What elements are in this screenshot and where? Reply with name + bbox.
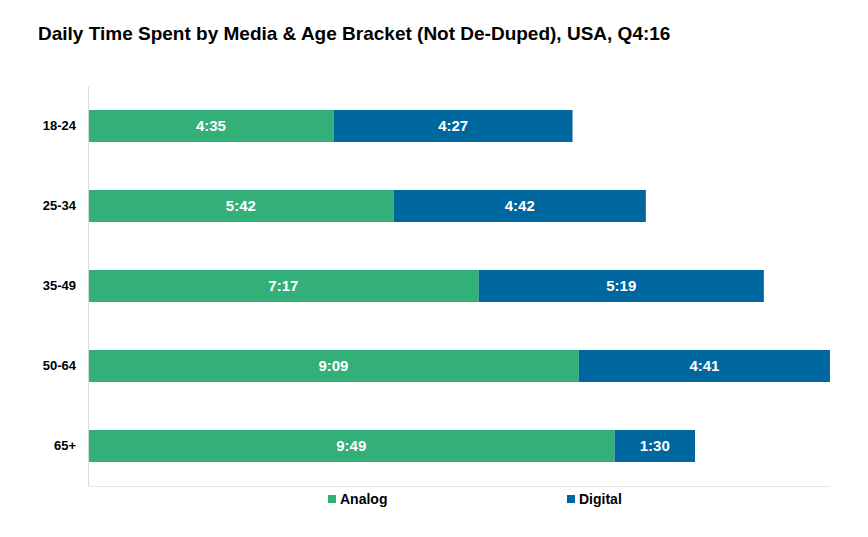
data-labels: 4:35 5:42 7:17 9:09 9:49 4:27 4:42 5:19 4:41 1:30 [196, 117, 720, 454]
bar [479, 270, 764, 302]
data-label: 9:09 [318, 357, 348, 374]
title: Daily Time Spent by Media & Age Bracket … [38, 23, 670, 44]
bars [88, 110, 830, 462]
bar [615, 430, 695, 462]
bar [88, 110, 334, 142]
data-label: 4:35 [196, 117, 226, 134]
y-tick-label: 35-49 [43, 278, 76, 293]
data-label: 4:42 [505, 197, 535, 214]
data-label: 4:27 [438, 117, 468, 134]
bar [88, 350, 579, 382]
legend-label: Analog [340, 491, 387, 507]
bar [334, 110, 573, 142]
legend-label: Digital [579, 491, 622, 507]
bar [88, 190, 394, 222]
data-label: 1:30 [640, 437, 670, 454]
y-tick-label: 50-64 [43, 358, 77, 373]
y-tick-label: 25-34 [43, 198, 77, 213]
data-label: 7:17 [268, 277, 298, 294]
y-tick: 18-24 [43, 118, 88, 133]
y-tick-label: 65+ [54, 438, 76, 453]
legend-swatch [567, 495, 575, 503]
data-label: 5:42 [226, 197, 256, 214]
y-tick: 35-49 [43, 278, 88, 293]
y-axis: 18-24 25-34 35-49 50-64 65+ [43, 87, 89, 487]
bar [88, 270, 479, 302]
bar [579, 350, 830, 382]
data-label: 5:19 [606, 277, 636, 294]
y-tick: 50-64 [43, 358, 88, 373]
legend-swatch [328, 495, 336, 503]
bar [394, 190, 646, 222]
y-tick: 65+ [54, 438, 88, 453]
y-tick-label: 18-24 [43, 118, 77, 133]
y-axis-line [88, 87, 89, 487]
chart: Daily Time Spent by Media & Age Bracket … [0, 0, 868, 537]
legend: Analog Digital [328, 491, 622, 507]
data-label: 9:49 [336, 437, 366, 454]
data-label: 4:41 [689, 357, 719, 374]
x-axis [89, 486, 831, 487]
y-tick: 25-34 [43, 198, 88, 213]
bar [88, 430, 615, 462]
x-axis-line [89, 486, 831, 487]
